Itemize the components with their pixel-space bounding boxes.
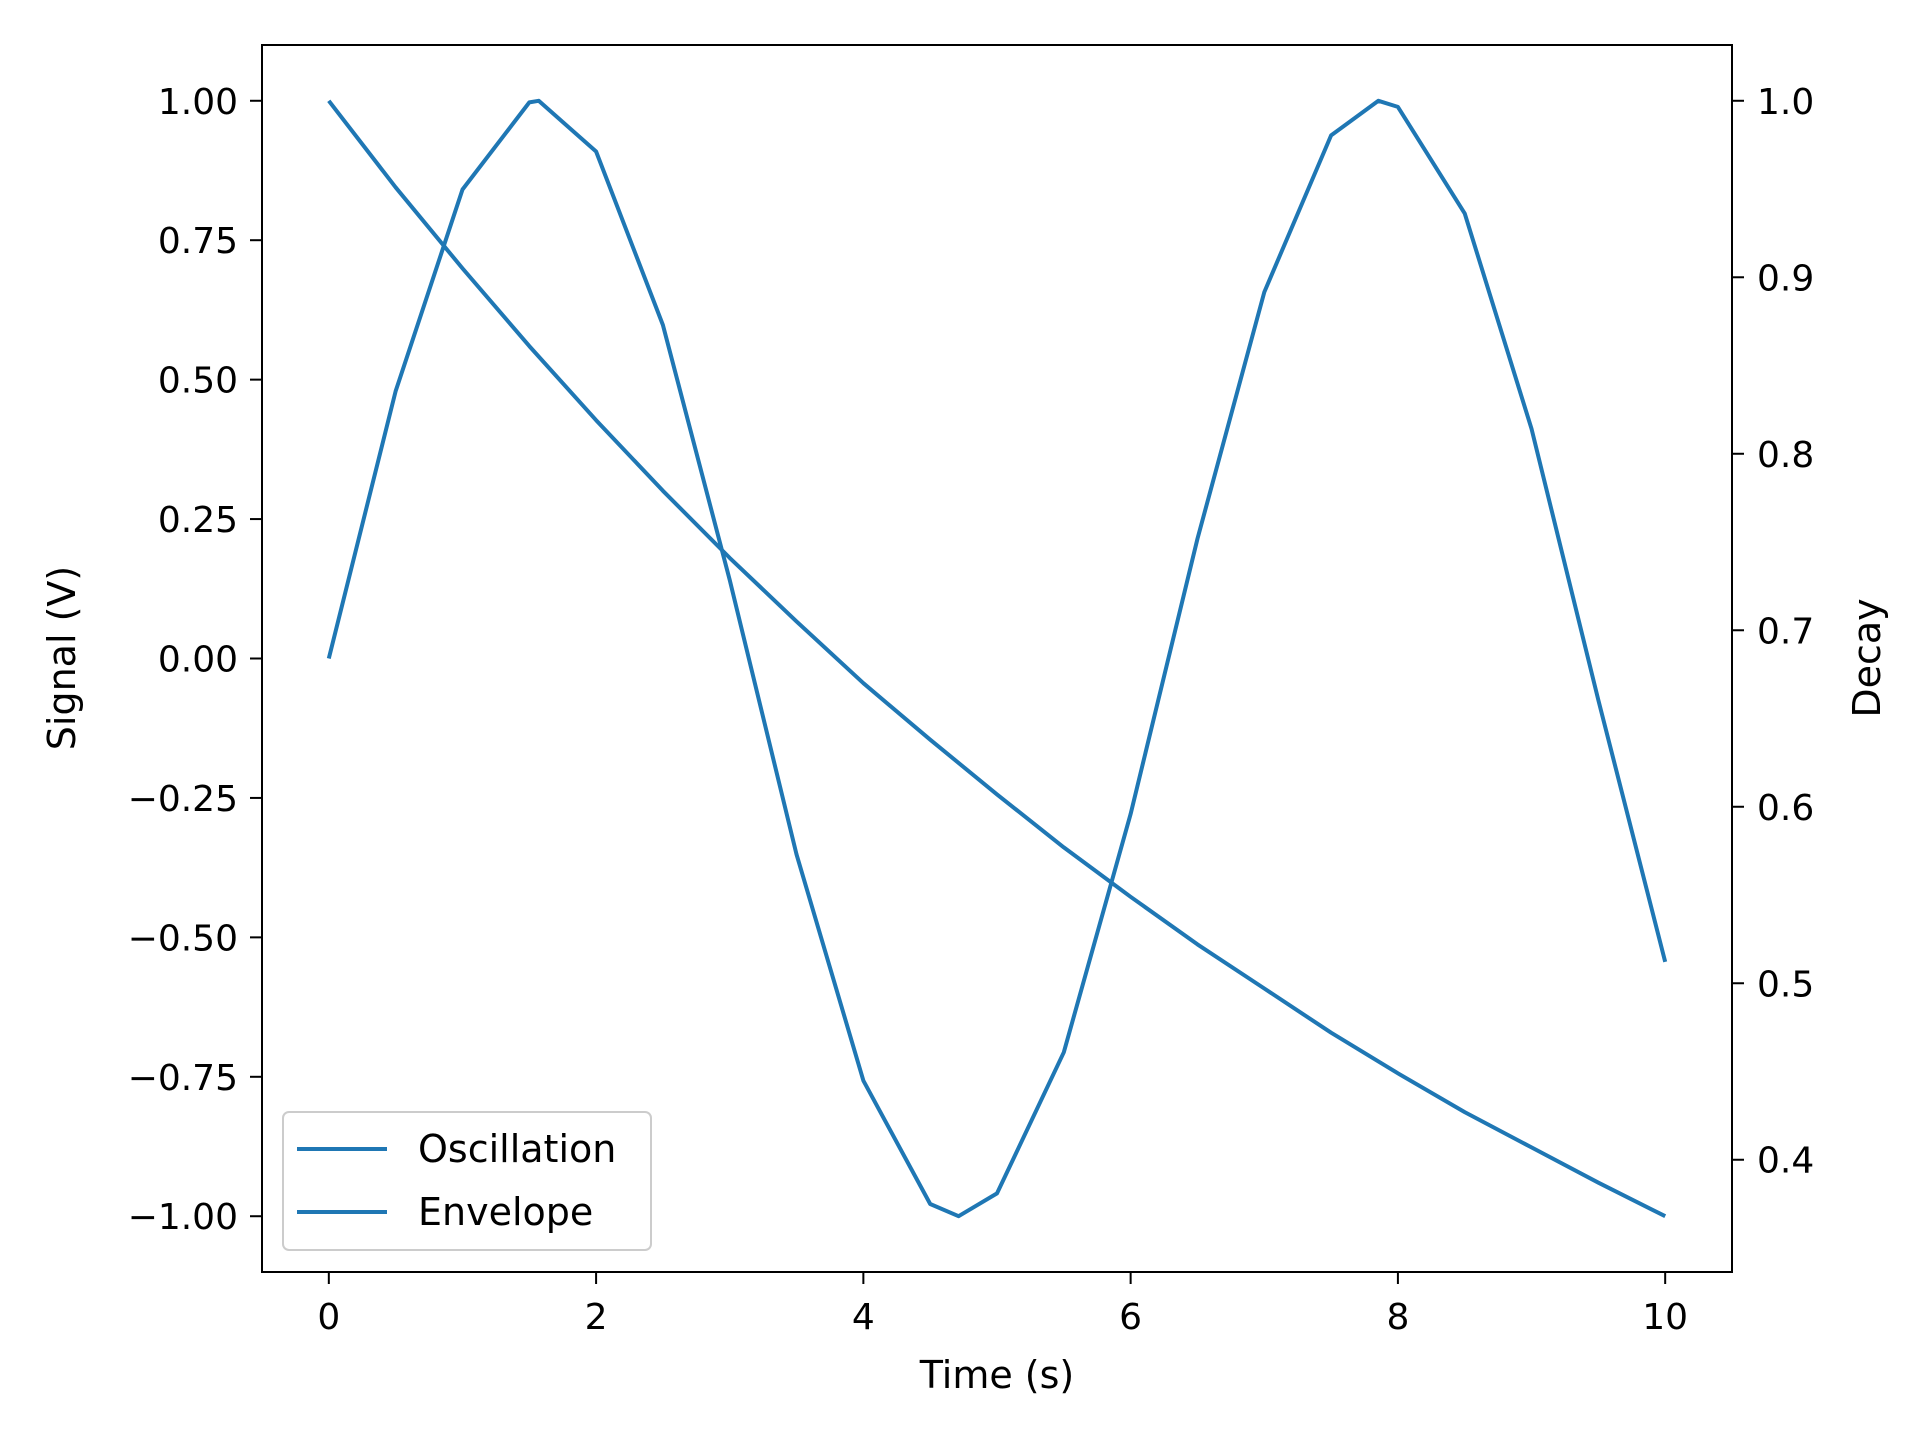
series-envelope-line [327,99,1667,1218]
y-left-tick-label: 0.00 [158,640,238,681]
plot-frame [261,44,1733,1273]
legend-label-oscillation: Oscillation [418,1127,616,1171]
y-right-tick-label: 0.5 [1757,964,1814,1005]
y-left-tick-label: −0.75 [128,1058,238,1099]
y-left-tick-label: 0.25 [158,500,238,541]
y-left-tick-label: 0.50 [158,361,238,402]
y-right-tick-label: 1.0 [1757,82,1814,123]
y-left-tick-label: 0.75 [158,221,238,262]
y-left-tick-label: −1.00 [128,1197,238,1238]
y-axis-left: 1.00 0.75 0.50 0.25 0.00 −0.25 −0.50 −0.75 −1.00 [128,82,262,1238]
y-right-tick-label: 0.8 [1757,435,1814,476]
x-axis: 0 2 4 6 8 10 [317,1272,1688,1338]
y-right-tick-label: 0.4 [1757,1141,1814,1182]
x-axis-label: Time (s) [919,1353,1075,1397]
x-tick-label: 2 [585,1297,608,1338]
series-oscillation-line [326,98,1668,1219]
legend-box [282,1111,652,1251]
plot-lines [326,98,1668,1219]
x-tick-label: 6 [1119,1297,1142,1338]
plot-area-border [261,44,1733,1273]
x-tick-label: 10 [1642,1297,1688,1338]
y-axis-left-label: Signal (V) [40,566,84,750]
y-left-tick-label: 1.00 [158,82,238,123]
y-right-tick-label: 0.7 [1757,611,1814,652]
legend-label-envelope: Envelope [418,1190,593,1234]
y-right-tick-label: 0.6 [1757,788,1814,829]
legend: Oscillation Envelope [282,1111,652,1251]
y-axis-right: 1.0 0.9 0.8 0.7 0.6 0.5 0.4 [1732,82,1814,1182]
x-tick-label: 4 [852,1297,875,1338]
x-tick-label: 0 [317,1297,340,1338]
x-tick-label: 8 [1386,1297,1409,1338]
y-right-tick-label: 0.9 [1757,258,1814,299]
y-left-tick-label: −0.25 [128,779,238,820]
y-left-tick-label: −0.50 [128,918,238,959]
y-axis-right-label: Decay [1845,598,1889,717]
